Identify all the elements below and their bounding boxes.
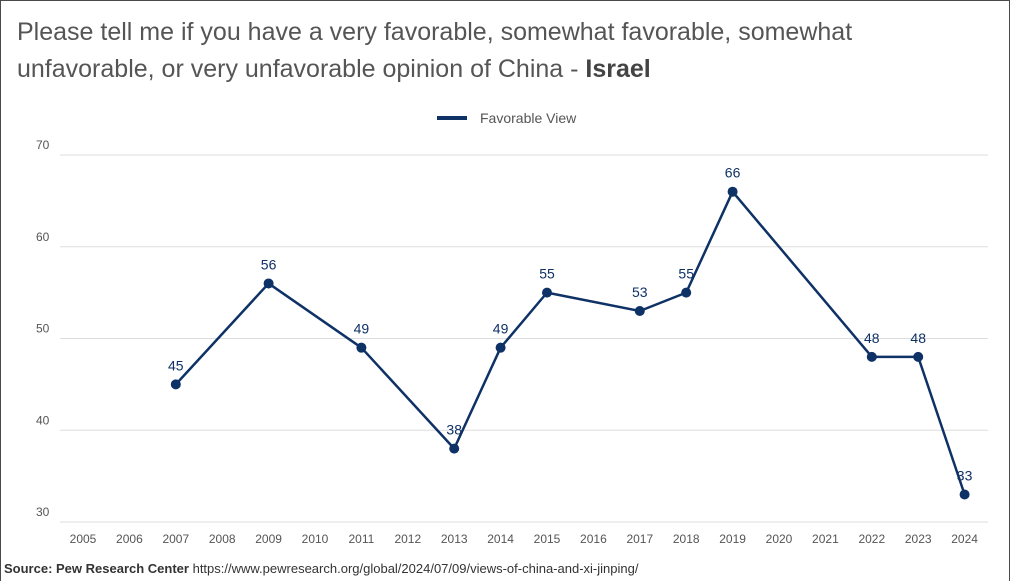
gridlines: [60, 154, 988, 523]
title-country: Israel: [585, 55, 651, 83]
legend-label: Favorable View: [480, 110, 577, 126]
data-label: 49: [493, 321, 509, 337]
data-point: [542, 287, 552, 298]
source-note: Source: Pew Research Center https://www.…: [4, 561, 638, 576]
source-label: Source: Pew Research Center: [4, 561, 189, 576]
source-url[interactable]: https://www.pewresearch.org/global/2024/…: [192, 561, 639, 576]
data-label: 48: [864, 330, 880, 346]
data-label: 49: [354, 321, 370, 337]
x-tick-label: 2024: [951, 532, 978, 546]
y-tick-label: 50: [36, 322, 50, 336]
x-tick-label: 2012: [394, 532, 421, 546]
x-tick-label: 2015: [534, 532, 561, 546]
y-axis-ticks: 30 40 50 60 70: [36, 138, 50, 519]
data-point: [959, 489, 970, 500]
data-label: 56: [261, 256, 277, 272]
x-tick-label: 2016: [580, 532, 607, 546]
data-point: [170, 379, 181, 390]
x-tick-label: 2020: [766, 532, 793, 546]
y-tick-label: 70: [36, 138, 50, 152]
x-tick-label: 2019: [719, 532, 746, 546]
data-point: [866, 351, 877, 362]
data-label: 48: [910, 330, 926, 346]
data-point: [634, 305, 645, 316]
data-point: [449, 443, 460, 454]
data-label: 55: [539, 266, 555, 282]
data-label: 66: [725, 165, 741, 181]
data-point: [727, 186, 738, 197]
x-tick-label: 2018: [673, 532, 700, 546]
x-tick-label: 2008: [209, 532, 236, 546]
series-favorable-view: 45 56 49 38 49 55 53 55 66 48 48 33: [168, 165, 973, 500]
y-tick-label: 60: [36, 230, 50, 244]
series-line: [174, 190, 966, 495]
x-tick-label: 2017: [626, 532, 653, 546]
data-point: [495, 342, 506, 353]
legend-swatch: [437, 116, 467, 120]
title-question: Please tell me if you have a very favora…: [17, 18, 853, 83]
x-tick-label: 2006: [116, 532, 143, 546]
x-tick-label: 2023: [905, 532, 932, 546]
data-point: [681, 287, 692, 298]
x-tick-label: 2014: [487, 532, 514, 546]
data-point: [356, 342, 367, 353]
y-tick-label: 30: [36, 505, 50, 519]
x-tick-label: 2022: [858, 532, 885, 546]
x-tick-label: 2005: [70, 532, 97, 546]
data-label: 38: [446, 422, 462, 438]
legend: Favorable View: [437, 108, 576, 128]
data-label: 53: [632, 284, 648, 300]
data-label: 55: [678, 266, 694, 282]
y-tick-label: 40: [36, 413, 50, 427]
x-axis-ticks: 2005 2006 2007 2008 2009 2010 2011 2012 2013 2014…: [70, 532, 979, 546]
data-point: [913, 351, 924, 362]
data-point: [263, 278, 274, 289]
x-tick-label: 2011: [348, 532, 374, 546]
x-tick-label: 2010: [302, 532, 329, 546]
chart-title: Please tell me if you have a very favora…: [17, 14, 977, 88]
x-tick-label: 2013: [441, 532, 468, 546]
x-tick-label: 2007: [162, 532, 189, 546]
data-label: 33: [957, 467, 973, 483]
x-tick-label: 2021: [812, 532, 839, 546]
data-label: 45: [168, 357, 184, 373]
x-tick-label: 2009: [255, 532, 282, 546]
